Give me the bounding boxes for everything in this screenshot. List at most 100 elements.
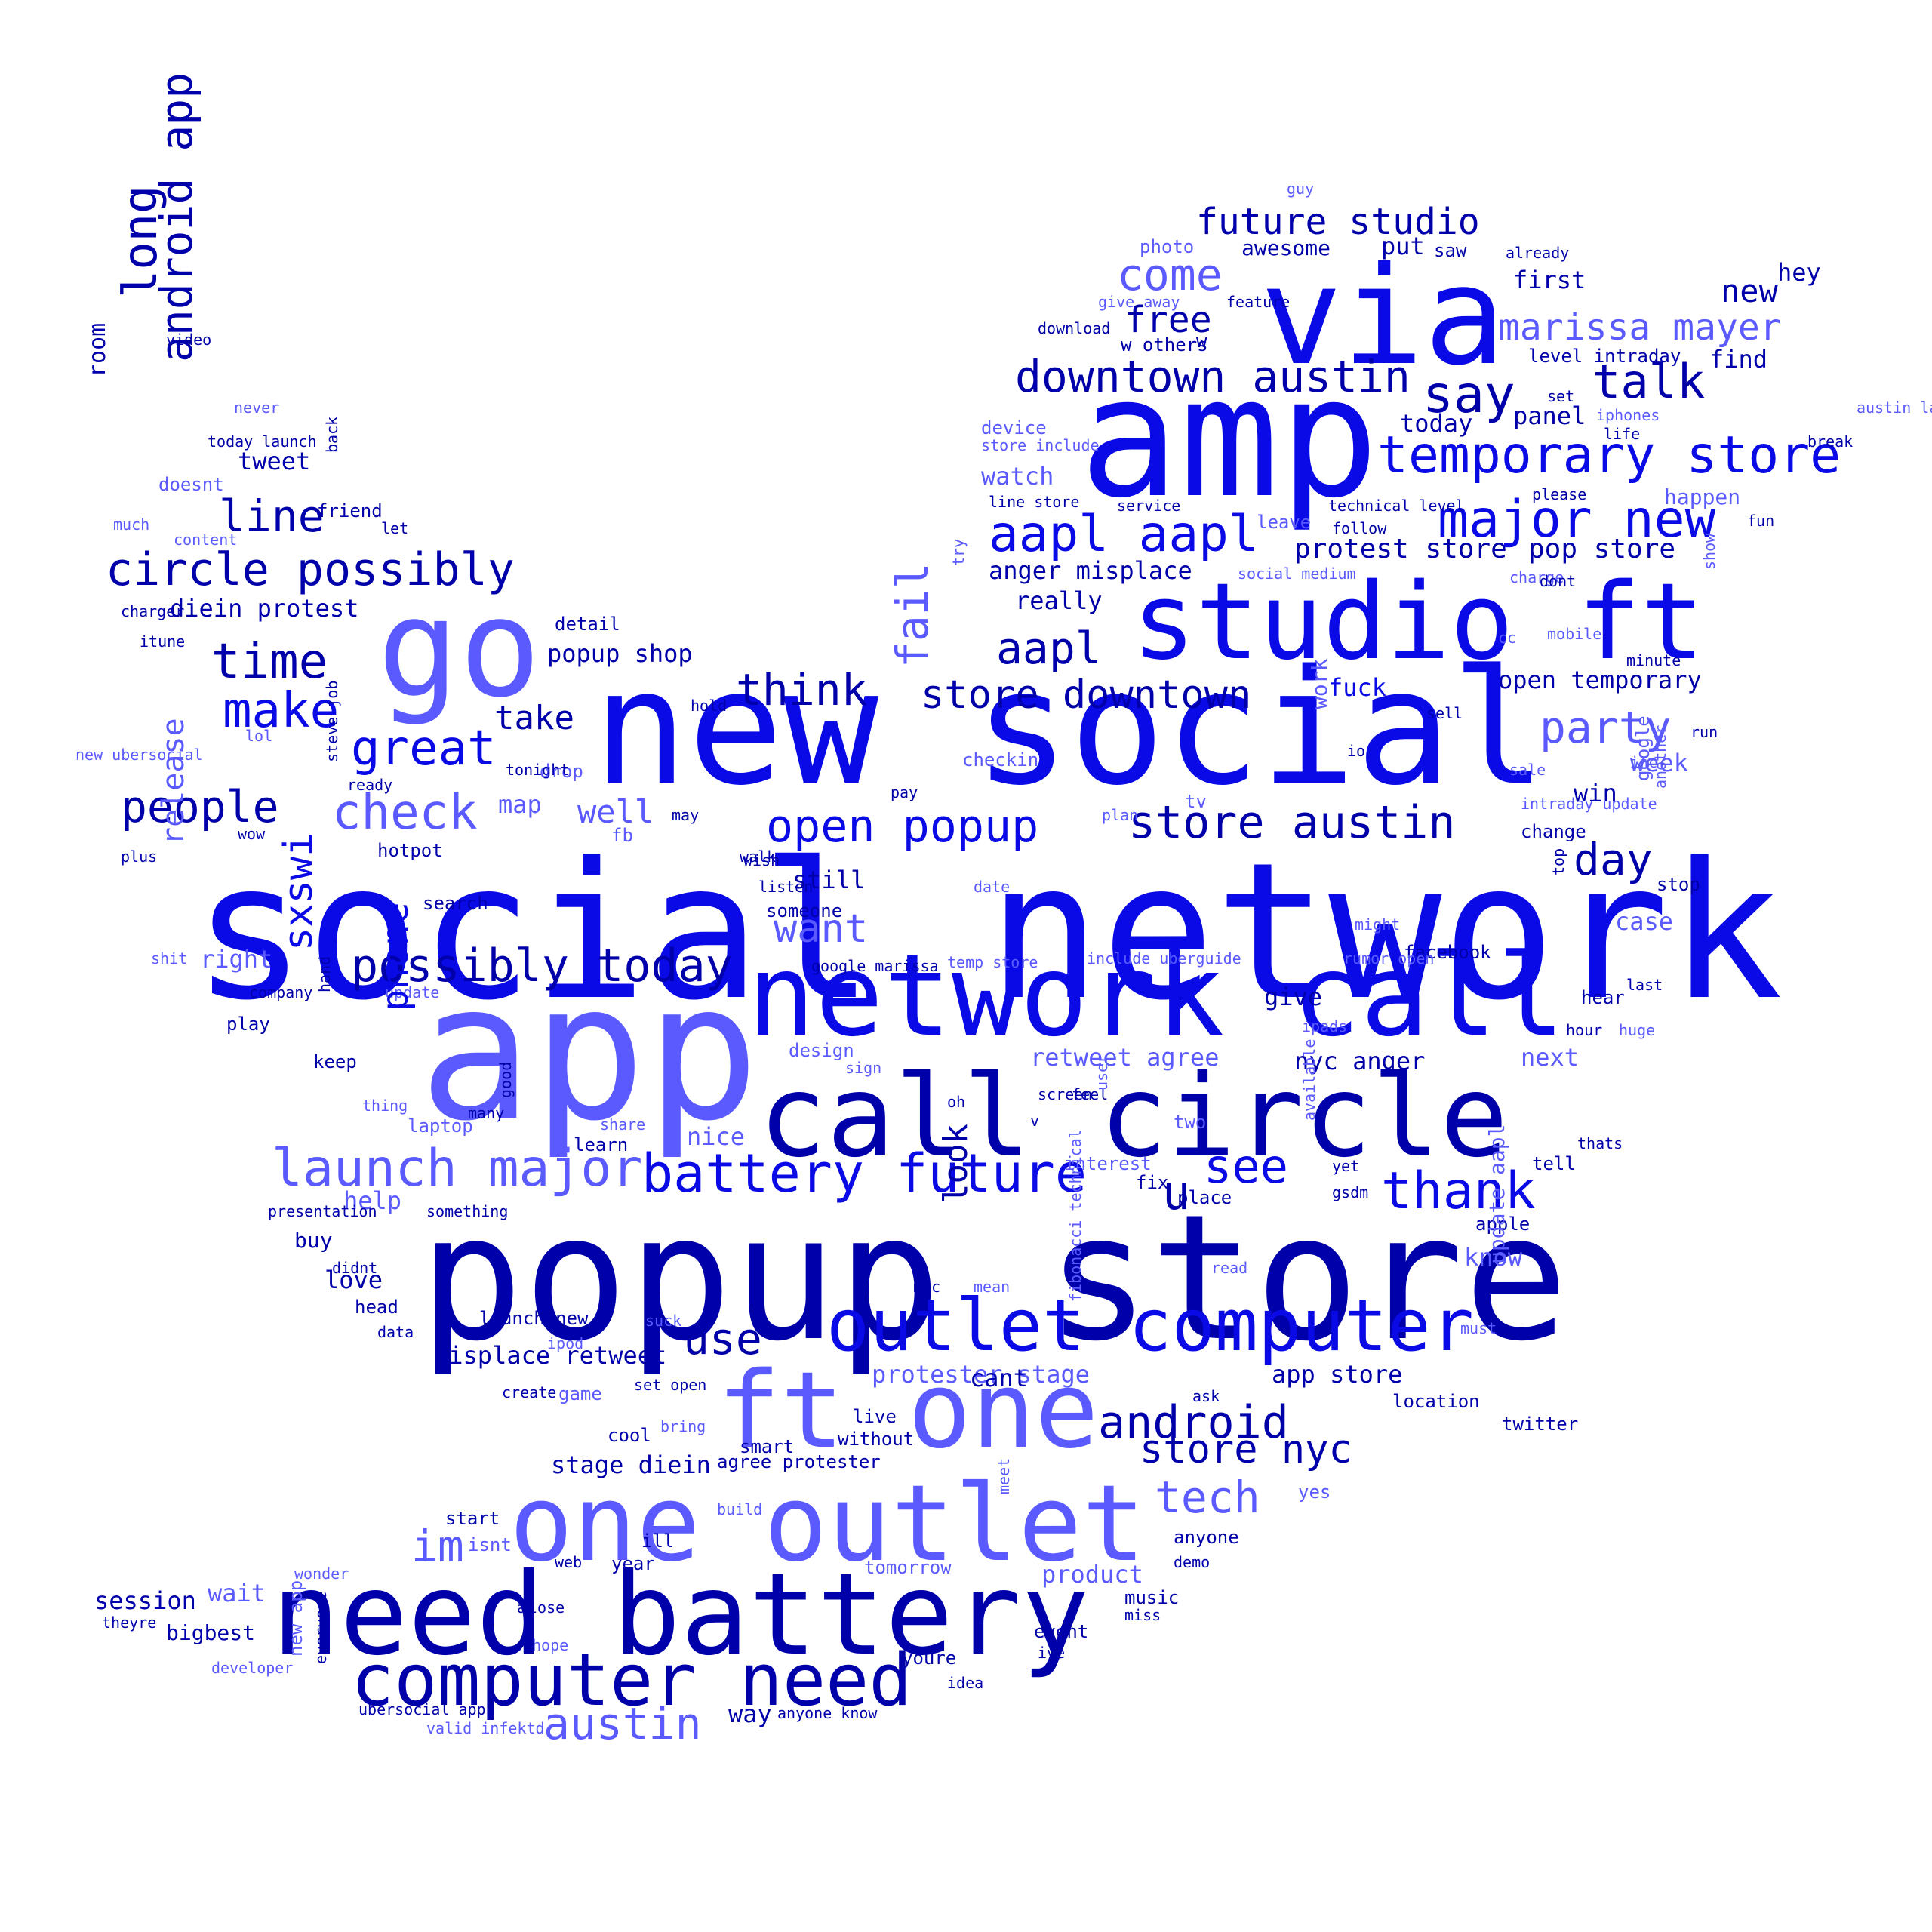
word-may: may bbox=[672, 806, 700, 824]
word-service: service bbox=[1117, 497, 1181, 515]
word-two: two bbox=[1174, 1112, 1207, 1133]
word-store-include: store include bbox=[981, 436, 1100, 454]
word-ask: ask bbox=[1192, 1387, 1220, 1405]
word-fix: fix bbox=[1136, 1172, 1169, 1193]
word-location: location bbox=[1392, 1391, 1480, 1412]
word-walk: walk bbox=[740, 848, 777, 866]
word-nice: nice bbox=[687, 1122, 746, 1151]
word-yes: yes bbox=[1298, 1481, 1331, 1503]
word-amp: amp bbox=[1079, 341, 1380, 534]
word-battery-future: battery future bbox=[641, 1143, 1088, 1204]
word-u: u bbox=[1162, 1165, 1191, 1220]
word-photo: photo bbox=[1140, 236, 1195, 257]
word-idea: idea bbox=[947, 1674, 984, 1692]
word-make: make bbox=[223, 683, 340, 739]
word-studio-ft: studio ft bbox=[1132, 561, 1705, 684]
word-still: still bbox=[792, 866, 866, 894]
word-isnt: isnt bbox=[468, 1534, 512, 1555]
word-today-launch: today launch bbox=[208, 432, 317, 451]
word-yet: yet bbox=[1332, 1157, 1360, 1175]
word-show: show bbox=[1700, 533, 1718, 570]
word-plus: plus bbox=[121, 848, 158, 866]
word-android: android bbox=[1098, 1396, 1289, 1449]
word-theyre: theyre bbox=[102, 1614, 157, 1632]
word-think: think bbox=[736, 664, 868, 715]
word-saw: saw bbox=[1434, 240, 1467, 261]
word-go: go bbox=[377, 570, 541, 728]
word-listen: listen bbox=[758, 878, 814, 896]
word-next: next bbox=[1521, 1043, 1580, 1072]
word-social-medium: social medium bbox=[1238, 565, 1356, 583]
word-build: build bbox=[717, 1500, 763, 1518]
word-popup-shop: popup shop bbox=[547, 639, 693, 668]
word-mean: mean bbox=[974, 1278, 1011, 1296]
word-app-store: app store bbox=[1272, 1360, 1403, 1389]
word-change: change bbox=[1521, 821, 1586, 842]
word-set-open: set open bbox=[634, 1376, 707, 1394]
word-google: google bbox=[1632, 715, 1654, 781]
word-user: user bbox=[1093, 1054, 1111, 1091]
word-wait: wait bbox=[208, 1579, 266, 1607]
word-product: product bbox=[1041, 1560, 1143, 1589]
word-diein-protest: diein protest bbox=[170, 594, 359, 623]
word-hope: hope bbox=[532, 1636, 569, 1654]
word-austin: austin bbox=[543, 1698, 702, 1749]
word-level-intraday: level intraday bbox=[1528, 346, 1681, 367]
word-meet: meet bbox=[995, 1457, 1013, 1494]
word-presentation: presentation bbox=[268, 1202, 377, 1220]
word-ubersocial-app: ubersocial app bbox=[358, 1700, 486, 1718]
word-v: v bbox=[1030, 1112, 1040, 1130]
word-date: date bbox=[974, 878, 1011, 896]
word-come: come bbox=[1117, 249, 1223, 300]
word-app: app bbox=[419, 943, 760, 1162]
word-anger-misplace: anger misplace bbox=[989, 556, 1192, 585]
word-tweet: tweet bbox=[238, 447, 311, 475]
word-technical-level: technical level bbox=[1328, 497, 1465, 515]
word-must: must bbox=[1460, 1319, 1497, 1337]
word-leave: leave bbox=[1257, 512, 1312, 533]
word-company: company bbox=[249, 983, 313, 1001]
word-free: free bbox=[1124, 299, 1212, 341]
word-drop: drop bbox=[540, 761, 583, 782]
word-party: party bbox=[1540, 702, 1672, 753]
word-miss: miss bbox=[1124, 1606, 1161, 1624]
word-see: see bbox=[1204, 1139, 1288, 1194]
word-fibonacci-technical: fibonacci technical bbox=[1066, 1129, 1084, 1302]
word-want: want bbox=[774, 906, 869, 952]
word-new: new bbox=[1721, 272, 1778, 309]
word-new-ubersocial: new ubersocial bbox=[75, 746, 203, 764]
word-line-store: line store bbox=[989, 493, 1080, 511]
word-time: time bbox=[211, 634, 328, 690]
word-steve-job: steve job bbox=[323, 680, 341, 762]
word-read: read bbox=[1211, 1259, 1248, 1277]
word-content: content bbox=[174, 531, 238, 549]
word-year: year bbox=[611, 1553, 655, 1574]
word-place: place bbox=[1177, 1187, 1232, 1208]
word-fun: fun bbox=[1747, 512, 1775, 530]
word-first: first bbox=[1513, 266, 1586, 294]
word-run: run bbox=[1690, 723, 1718, 741]
word-w: w bbox=[1196, 331, 1208, 352]
word-day: day bbox=[1574, 834, 1653, 885]
word-someone: someone bbox=[766, 900, 843, 921]
word-say: say bbox=[1423, 365, 1515, 425]
word-try: try bbox=[949, 538, 968, 566]
word-well: well bbox=[577, 793, 654, 830]
word-start: start bbox=[445, 1508, 500, 1529]
word-good: good bbox=[497, 1061, 515, 1098]
word-panel: panel bbox=[1513, 401, 1586, 430]
word-create: create bbox=[502, 1383, 557, 1401]
word-fail: fail bbox=[887, 562, 938, 668]
word-marissa-mayer: marissa mayer bbox=[1498, 306, 1782, 349]
word-play: play bbox=[226, 1014, 270, 1035]
word-wonder: wonder bbox=[294, 1564, 349, 1583]
word-interest: interest bbox=[1064, 1153, 1152, 1174]
word-sale: sale bbox=[1509, 761, 1546, 779]
word-hour: hour bbox=[1566, 1021, 1603, 1039]
word-one-outlet: one outlet bbox=[509, 1463, 1146, 1586]
word-minute: minute bbox=[1626, 651, 1681, 669]
word-cool: cool bbox=[608, 1425, 651, 1446]
word-much: much bbox=[113, 515, 150, 534]
word-never: never bbox=[234, 398, 280, 417]
word-screen: screen bbox=[1038, 1085, 1093, 1103]
